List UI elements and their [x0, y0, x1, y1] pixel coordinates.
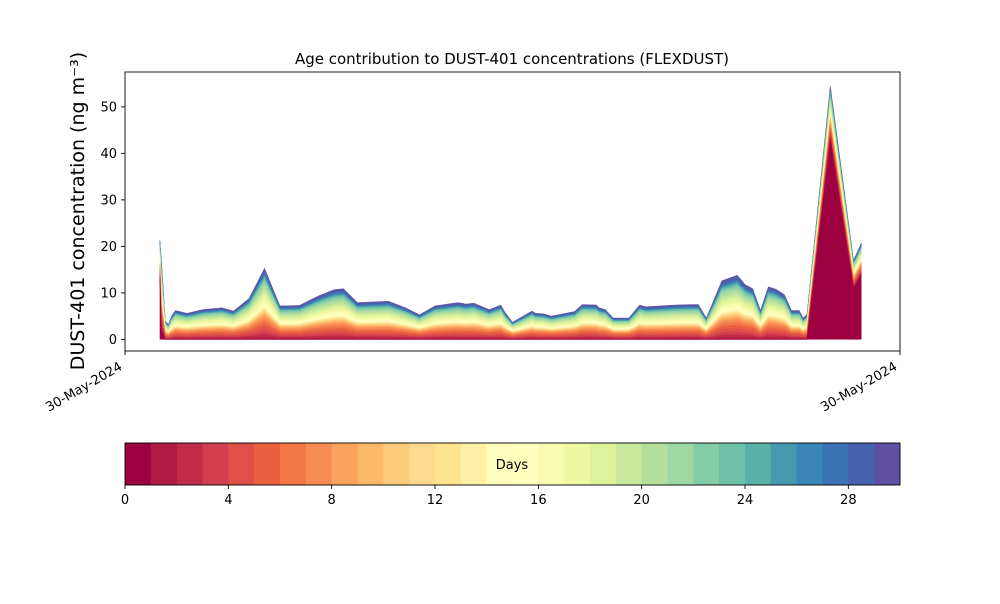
colorbar-bin — [538, 443, 565, 485]
colorbar-bin — [848, 443, 875, 485]
colorbar-bin — [874, 443, 901, 485]
colorbar-bin — [486, 443, 513, 485]
colorbar-bin — [615, 443, 643, 485]
colorbar-bin — [512, 443, 539, 485]
y-tick-label: 0 — [109, 333, 117, 348]
colorbar — [125, 443, 901, 485]
colorbar-bin — [590, 443, 617, 485]
y-tick-label: 40 — [100, 147, 117, 162]
colorbar-bin — [822, 443, 849, 485]
colorbar-frame — [124, 442, 901, 486]
colorbar-tick-label: 28 — [840, 493, 857, 508]
colorbar-bin — [460, 443, 488, 485]
y-tick-label: 50 — [100, 100, 117, 115]
colorbar-bin — [202, 443, 229, 485]
y-tick-label: 30 — [100, 193, 117, 208]
plot-frame — [124, 71, 901, 352]
colorbar-bin — [564, 443, 591, 485]
colorbar-bin — [745, 443, 772, 485]
colorbar-label: Days — [496, 458, 529, 473]
colorbar-bin — [254, 443, 281, 485]
colorbar-bin — [357, 443, 384, 485]
colorbar-bin — [176, 443, 203, 485]
colorbar-tick-label: 0 — [121, 493, 129, 508]
y-tick-label: 10 — [100, 286, 117, 301]
colorbar-bin — [641, 443, 668, 485]
colorbar-bin — [796, 443, 823, 485]
colorbar-tick-label: 12 — [427, 493, 444, 508]
y-tick-label: 20 — [100, 240, 117, 255]
colorbar-bin — [435, 443, 462, 485]
colorbar-tick-label: 16 — [530, 493, 547, 508]
colorbar-bin — [150, 443, 178, 485]
colorbar-bin — [305, 443, 333, 485]
y-axis-label: DUST-401 concentration (ng m⁻³) — [67, 52, 89, 370]
colorbar-tick-label: 24 — [737, 493, 754, 508]
colorbar-bin — [770, 443, 798, 485]
colorbar-ticks: 0 4 8 12 16 20 24 28 — [121, 485, 857, 508]
colorbar-bin — [409, 443, 436, 485]
stacked-age-layers — [159, 85, 862, 340]
colorbar-bin — [228, 443, 255, 485]
chart-title: Age contribution to DUST-401 concentrati… — [295, 50, 729, 68]
colorbar-bin — [331, 443, 358, 485]
colorbar-tick-label: 4 — [224, 493, 232, 508]
colorbar-bin — [125, 443, 152, 485]
colorbar-bin — [693, 443, 720, 485]
colorbar-tick-label: 20 — [633, 493, 650, 508]
colorbar-bin — [667, 443, 694, 485]
colorbar-bin — [280, 443, 307, 485]
age-layer-0 — [159, 139, 862, 340]
colorbar-bin — [383, 443, 410, 485]
y-axis-ticks: 0 10 20 30 40 50 — [100, 100, 125, 348]
colorbar-bin — [719, 443, 746, 485]
colorbar-tick-label: 8 — [328, 493, 336, 508]
